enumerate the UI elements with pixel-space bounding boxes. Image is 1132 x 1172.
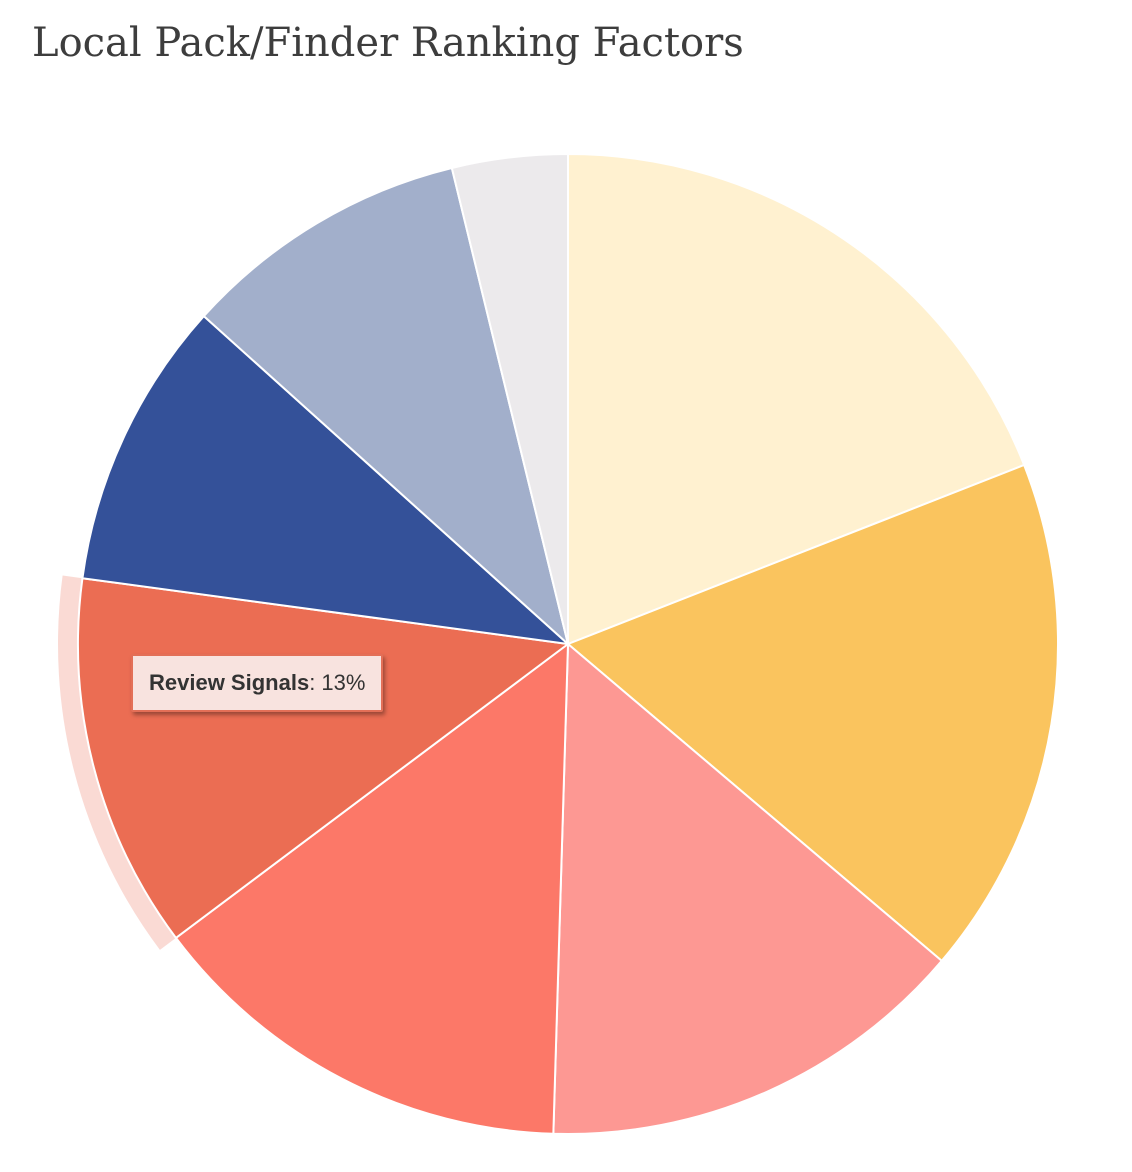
pie-slice-highlight-halo (58, 575, 176, 950)
pie-slice[interactable] (450, 152, 569, 645)
tooltip-value: 13% (321, 670, 366, 695)
pie-slice[interactable] (81, 314, 572, 646)
tooltip: Review Signals : 13% (131, 654, 384, 712)
pie-slice[interactable] (174, 641, 570, 1135)
pie-slices (77, 152, 1060, 1135)
pie-slice[interactable] (552, 641, 944, 1135)
pie-slice[interactable] (566, 463, 1060, 963)
pie-slice[interactable] (567, 152, 1026, 646)
highlight-halo (58, 575, 176, 950)
tooltip-label: Review Signals (149, 670, 310, 695)
tooltip-separator: : (309, 670, 322, 695)
pie-slice[interactable] (202, 166, 570, 647)
chart-title: Local Pack/Finder Ranking Factors (32, 20, 744, 66)
